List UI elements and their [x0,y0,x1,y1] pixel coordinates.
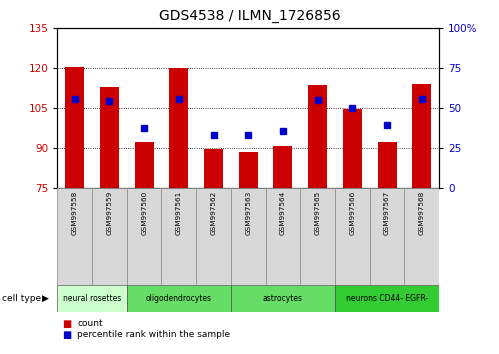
Text: astrocytes: astrocytes [263,294,303,303]
Bar [231,188,265,285]
Text: GSM997560: GSM997560 [141,190,147,235]
Text: neurons CD44- EGFR-: neurons CD44- EGFR- [346,294,428,303]
Bar [335,188,370,285]
Bar [412,84,431,188]
Text: ■: ■ [62,330,72,339]
Bar [127,285,231,312]
Text: percentile rank within the sample: percentile rank within the sample [77,330,231,339]
Bar [239,152,258,188]
Bar [196,188,231,285]
Text: GSM997562: GSM997562 [211,190,217,235]
Bar [231,285,335,312]
Text: oligodendrocytes: oligodendrocytes [146,294,212,303]
Bar [57,285,127,312]
Text: ▶: ▶ [42,294,49,303]
Text: GSM997559: GSM997559 [106,190,112,235]
Text: cell type: cell type [2,294,41,303]
Text: GSM997561: GSM997561 [176,190,182,235]
Text: GSM997568: GSM997568 [419,190,425,235]
Bar [100,87,119,188]
Text: count: count [77,319,103,329]
Bar [335,285,439,312]
Text: GSM997566: GSM997566 [349,190,355,235]
Bar [265,188,300,285]
Bar [370,188,404,285]
Text: GSM997567: GSM997567 [384,190,390,235]
Text: GSM997565: GSM997565 [315,190,321,235]
Bar [162,188,196,285]
Bar [378,143,397,188]
Bar [404,188,439,285]
Bar [92,188,127,285]
Text: neural rosettes: neural rosettes [63,294,121,303]
Bar [135,143,154,188]
Text: GSM997563: GSM997563 [245,190,251,235]
Bar [204,149,223,188]
Bar [343,109,362,188]
Bar [57,188,92,285]
Text: GSM997558: GSM997558 [72,190,78,235]
Text: ■: ■ [62,319,72,329]
Text: GDS4538 / ILMN_1726856: GDS4538 / ILMN_1726856 [159,9,340,23]
Bar [273,147,292,188]
Text: GSM997564: GSM997564 [280,190,286,235]
Bar [65,67,84,188]
Bar [169,68,189,188]
Bar [300,188,335,285]
Bar [127,188,162,285]
Bar [308,85,327,188]
